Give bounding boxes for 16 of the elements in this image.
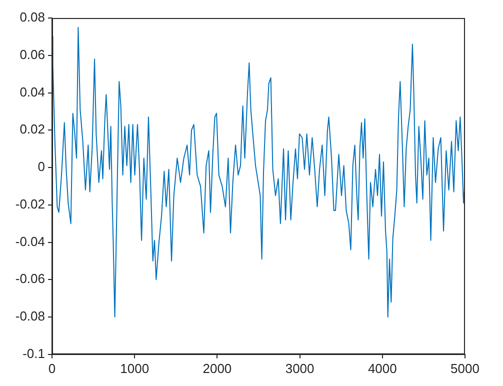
x-tick-label: 4000 [368, 360, 397, 376]
y-tick-label: -0.04 [15, 234, 45, 249]
y-tick-label: -0.1 [22, 346, 45, 361]
x-tick-label: 5000 [450, 360, 480, 376]
y-tick-label: 0.04 [20, 84, 45, 100]
y-tick-label: 0 [38, 159, 45, 174]
x-tick-label: 3000 [285, 360, 314, 376]
y-tick-label: 0.08 [20, 10, 45, 25]
x-tick-label: 1000 [120, 360, 150, 376]
x-tick-label: 0 [48, 360, 56, 376]
x-tick-label: 2000 [202, 360, 232, 376]
y-tick-label: -0.08 [15, 308, 45, 324]
y-tick-label: -0.06 [15, 271, 45, 286]
y-tick-label: -0.02 [15, 196, 45, 212]
y-tick-label: 0.06 [20, 46, 45, 62]
y-tick-label: 0.02 [20, 122, 45, 137]
